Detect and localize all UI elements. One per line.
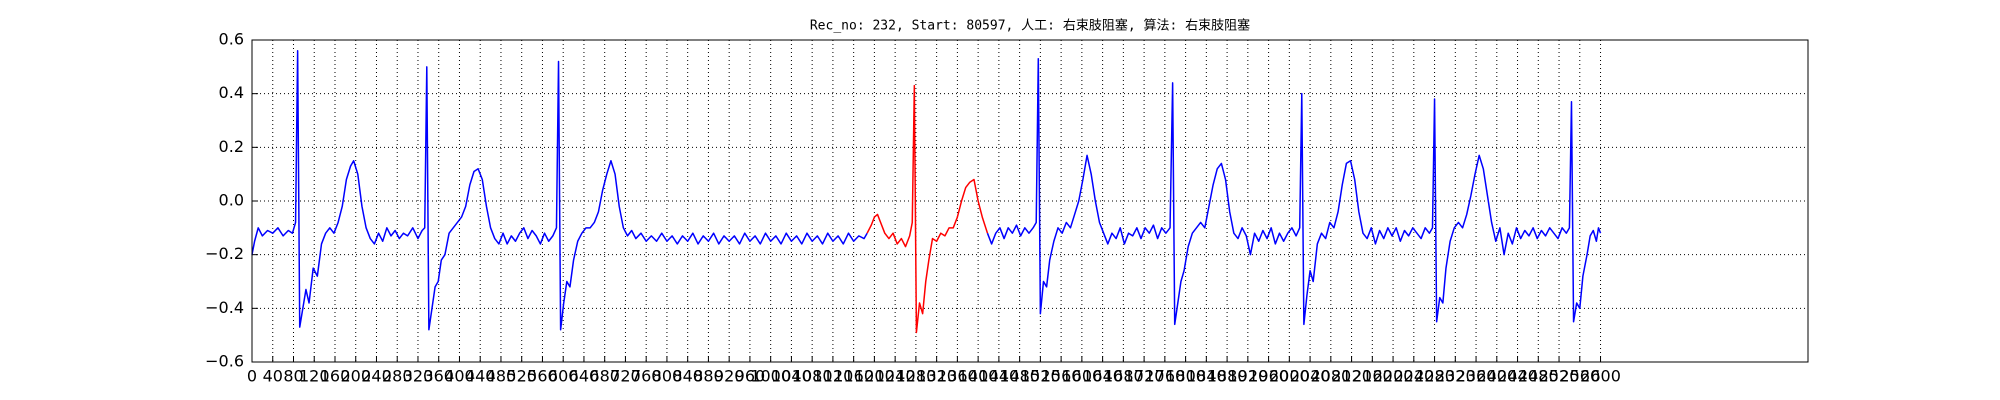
x-tick-label: 320	[403, 367, 434, 386]
y-tick-label: 0.4	[219, 83, 244, 102]
x-tick-label: 1960	[1248, 367, 1289, 386]
x-tick-label: 960	[735, 367, 766, 386]
x-tick-label: 80	[283, 367, 303, 386]
y-tick-label: −0.2	[205, 244, 244, 263]
x-tick-label: 1400	[958, 367, 999, 386]
x-tick-label: 40	[263, 367, 283, 386]
y-tick-label: 0.2	[219, 137, 244, 156]
x-tick-label: 1320	[916, 367, 957, 386]
x-tick-label: 1640	[1082, 367, 1123, 386]
x-tick-label: 1720	[1124, 367, 1165, 386]
x-tick-label: 2200	[1373, 367, 1414, 386]
x-tick-label: 1360	[937, 367, 978, 386]
y-tick-label: −0.6	[205, 352, 244, 371]
ecg-line	[986, 58, 1602, 326]
plot-frame	[251, 39, 1809, 363]
x-tick-label: 2400	[1476, 367, 1517, 386]
x-tick-label: 160	[320, 367, 351, 386]
ecg-line	[251, 49, 868, 331]
x-tick-label: 1240	[875, 367, 916, 386]
x-tick-label: 2320	[1435, 367, 1476, 386]
x-tick-label: 1800	[1165, 367, 1206, 386]
x-tick-label: 2360	[1456, 367, 1497, 386]
x-tick-label: 400	[444, 367, 475, 386]
y-tick-label: 0.6	[219, 30, 244, 49]
x-tick-label: 360	[423, 367, 454, 386]
y-tick-label: −0.4	[205, 298, 244, 317]
x-tick-label: 1040	[771, 367, 812, 386]
x-tick-label: 1160	[833, 367, 874, 386]
x-tick-label: 120	[299, 367, 330, 386]
x-tick-label: 1480	[999, 367, 1040, 386]
x-tick-label: 440	[465, 367, 496, 386]
x-tick-label: 2560	[1559, 367, 1600, 386]
x-tick-label: 2600	[1580, 367, 1621, 386]
x-tick-label: 920	[714, 367, 745, 386]
x-tick-label: 1760	[1144, 367, 1185, 386]
x-tick-label: 1600	[1062, 367, 1103, 386]
x-tick-label: 1520	[1020, 367, 1061, 386]
x-tick-label: 480	[486, 367, 517, 386]
x-tick-label: 1080	[792, 367, 833, 386]
x-tick-label: 280	[382, 367, 413, 386]
y-tick-label: 0.0	[219, 191, 244, 210]
ecg-line	[866, 84, 989, 334]
x-tick-label: 840	[672, 367, 703, 386]
x-tick-label: 800	[652, 367, 683, 386]
x-tick-label: 1280	[896, 367, 937, 386]
x-tick-label: 680	[589, 367, 620, 386]
x-tick-label: 880	[693, 367, 724, 386]
x-tick-label: 1440	[979, 367, 1020, 386]
x-tick-label: 2440	[1497, 367, 1538, 386]
x-tick-label: 2120	[1331, 367, 1372, 386]
x-tick-label: 2000	[1269, 367, 1310, 386]
x-tick-label: 640	[569, 367, 600, 386]
x-tick-label: 2080	[1310, 367, 1351, 386]
x-tick-label: 720	[610, 367, 641, 386]
x-tick-label: 560	[527, 367, 558, 386]
x-tick-label: 1000	[750, 367, 791, 386]
x-tick-label: 760	[631, 367, 662, 386]
x-tick-label: 1840	[1186, 367, 1227, 386]
x-tick-label: 1120	[813, 367, 854, 386]
x-tick-label: 2040	[1290, 367, 1331, 386]
x-tick-label: 1880	[1207, 367, 1248, 386]
x-tick-label: 1200	[854, 367, 895, 386]
x-tick-label: 600	[548, 367, 579, 386]
x-tick-label: 0	[247, 367, 257, 386]
x-tick-label: 1560	[1041, 367, 1082, 386]
x-tick-label: 2240	[1393, 367, 1434, 386]
chart-title: Rec_no: 232, Start: 80597, 人工: 右束肢阻塞, 算法…	[810, 18, 1250, 34]
x-tick-label: 2520	[1539, 367, 1580, 386]
x-tick-label: 2280	[1414, 367, 1455, 386]
x-tick-label: 520	[506, 367, 537, 386]
x-tick-label: 1920	[1227, 367, 1268, 386]
x-tick-label: 2480	[1518, 367, 1559, 386]
x-tick-label: 1680	[1103, 367, 1144, 386]
x-tick-label: 240	[361, 367, 392, 386]
x-tick-label: 2160	[1352, 367, 1393, 386]
x-tick-label: 200	[340, 367, 371, 386]
